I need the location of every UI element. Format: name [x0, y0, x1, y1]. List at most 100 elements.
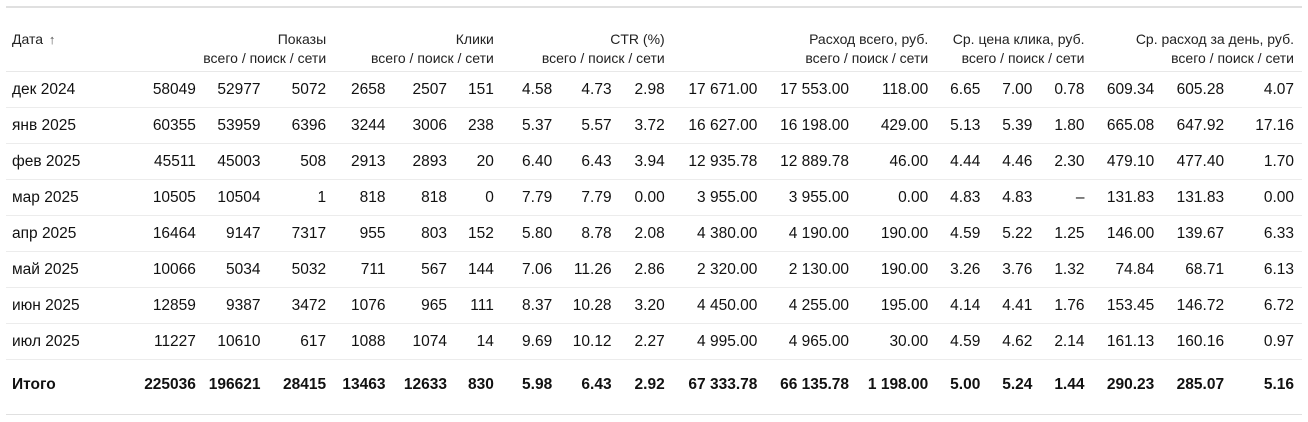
ctr-total: 8.37 [501, 287, 561, 324]
ctr-search: 10.28 [560, 287, 620, 324]
daily-spend-networks: 0.00 [1232, 179, 1302, 216]
ctr-networks: 0.00 [619, 179, 673, 216]
ctr-networks: 2.08 [619, 215, 673, 252]
impressions-networks: 1 [268, 179, 335, 216]
cpc-total: 3.26 [936, 251, 989, 288]
top-divider [6, 6, 1302, 8]
stats-table: Дата ↑ Показы Клики CTR (%) Расход всего… [6, 30, 1302, 410]
column-daily-spend-header[interactable]: Ср. расход за день, руб. [1135, 31, 1294, 47]
ctr-total: 4.58 [501, 71, 561, 108]
column-spend-header[interactable]: Расход всего, руб. [809, 31, 929, 47]
total-label: Итого [12, 376, 56, 393]
ctr-search: 8.78 [560, 215, 620, 252]
total-row: Итого 225036 196621 28415 13463 12633 83… [6, 360, 1302, 411]
ctr-total: 5.80 [501, 215, 561, 252]
row-date: июн 2025 [6, 287, 131, 324]
table-row: июл 2025 11227 10610 617 1088 1074 14 9.… [6, 323, 1302, 360]
spend-search: 16 198.00 [765, 107, 858, 144]
ctr-search: 4.73 [560, 71, 620, 108]
ctr-networks: 2.98 [619, 71, 673, 108]
ctr-total: 5.98 [522, 376, 553, 393]
clicks-search: 1074 [393, 323, 455, 360]
impressions-networks: 3472 [268, 287, 335, 324]
daily-spend-search: 285.07 [1176, 376, 1225, 393]
daily-spend-total: 665.08 [1092, 107, 1163, 144]
daily-spend-search: 139.67 [1162, 215, 1233, 252]
ctr-subheader: всего / поиск / сети [501, 49, 673, 72]
ctr-search: 6.43 [560, 143, 620, 180]
impressions-search: 9147 [203, 215, 269, 252]
spend-networks: 30.00 [857, 323, 937, 360]
impressions-search: 9387 [203, 287, 269, 324]
impressions-search: 5034 [203, 251, 269, 288]
clicks-search: 2507 [393, 71, 455, 108]
impressions-networks: 7317 [268, 215, 335, 252]
ctr-networks: 2.86 [619, 251, 673, 288]
cpc-total: 4.44 [936, 143, 989, 180]
spend-search: 4 190.00 [765, 215, 858, 252]
table-row: апр 2025 16464 9147 7317 955 803 152 5.8… [6, 215, 1302, 252]
spend-networks: 1 198.00 [867, 376, 929, 393]
sort-ascending-icon[interactable]: ↑ [48, 32, 56, 47]
cpc-networks: 0.78 [1040, 71, 1093, 108]
row-date: фев 2025 [6, 143, 131, 180]
column-date-label: Дата [12, 31, 44, 47]
spend-total: 12 935.78 [672, 143, 766, 180]
cpc-total: 4.59 [936, 323, 989, 360]
clicks-networks: 830 [467, 376, 494, 393]
ctr-search: 6.43 [581, 376, 612, 393]
impressions-search: 10504 [203, 179, 269, 216]
daily-spend-networks: 4.07 [1232, 71, 1302, 108]
column-cpc-header[interactable]: Ср. цена клика, руб. [952, 31, 1085, 47]
impressions-search: 10610 [203, 323, 269, 360]
spend-networks: 190.00 [857, 251, 937, 288]
date-subheader-blank [6, 49, 131, 72]
daily-spend-networks: 17.16 [1232, 107, 1302, 144]
clicks-networks: 144 [454, 251, 502, 288]
row-date: июл 2025 [6, 323, 131, 360]
clicks-search: 3006 [393, 107, 455, 144]
cpc-total: 5.00 [950, 376, 981, 393]
ctr-search: 7.79 [560, 179, 620, 216]
impressions-total: 225036 [144, 376, 196, 393]
spend-networks: 118.00 [857, 71, 937, 108]
impressions-total: 16464 [131, 215, 204, 252]
clicks-networks: 20 [454, 143, 502, 180]
column-impressions-header[interactable]: Показы [277, 31, 327, 47]
cpc-networks: 1.25 [1040, 215, 1093, 252]
row-date: дек 2024 [6, 71, 131, 108]
ctr-search: 11.26 [560, 251, 620, 288]
cpc-search: 4.83 [988, 179, 1041, 216]
spend-total: 16 627.00 [672, 107, 766, 144]
ctr-total: 7.79 [501, 179, 561, 216]
spend-total: 17 671.00 [672, 71, 766, 108]
cpc-networks: 2.14 [1040, 323, 1093, 360]
daily-spend-total: 609.34 [1092, 71, 1163, 108]
clicks-total: 818 [334, 179, 394, 216]
cpc-total: 4.14 [936, 287, 989, 324]
impressions-networks: 508 [268, 143, 335, 180]
column-ctr-header[interactable]: CTR (%) [610, 31, 665, 47]
cpc-search: 4.46 [988, 143, 1041, 180]
daily-spend-search: 647.92 [1162, 107, 1233, 144]
cpc-search: 4.62 [988, 323, 1041, 360]
ctr-networks: 2.27 [619, 323, 673, 360]
clicks-total: 711 [334, 251, 394, 288]
daily-spend-subheader: всего / поиск / сети [1092, 49, 1302, 72]
impressions-networks: 5032 [268, 251, 335, 288]
impressions-total: 10505 [131, 179, 204, 216]
daily-spend-networks: 6.72 [1232, 287, 1302, 324]
cpc-search: 3.76 [988, 251, 1041, 288]
cpc-total: 6.65 [936, 71, 989, 108]
daily-spend-networks: 0.97 [1232, 323, 1302, 360]
spend-networks: 195.00 [857, 287, 937, 324]
impressions-total: 45511 [131, 143, 204, 180]
spend-search: 66 135.78 [780, 376, 850, 393]
column-date-header[interactable]: Дата ↑ [6, 30, 131, 49]
impressions-search: 45003 [203, 143, 269, 180]
cpc-networks: 1.76 [1040, 287, 1093, 324]
spend-search: 4 255.00 [765, 287, 858, 324]
column-clicks-header[interactable]: Клики [455, 31, 494, 47]
spend-total: 67 333.78 [688, 376, 758, 393]
